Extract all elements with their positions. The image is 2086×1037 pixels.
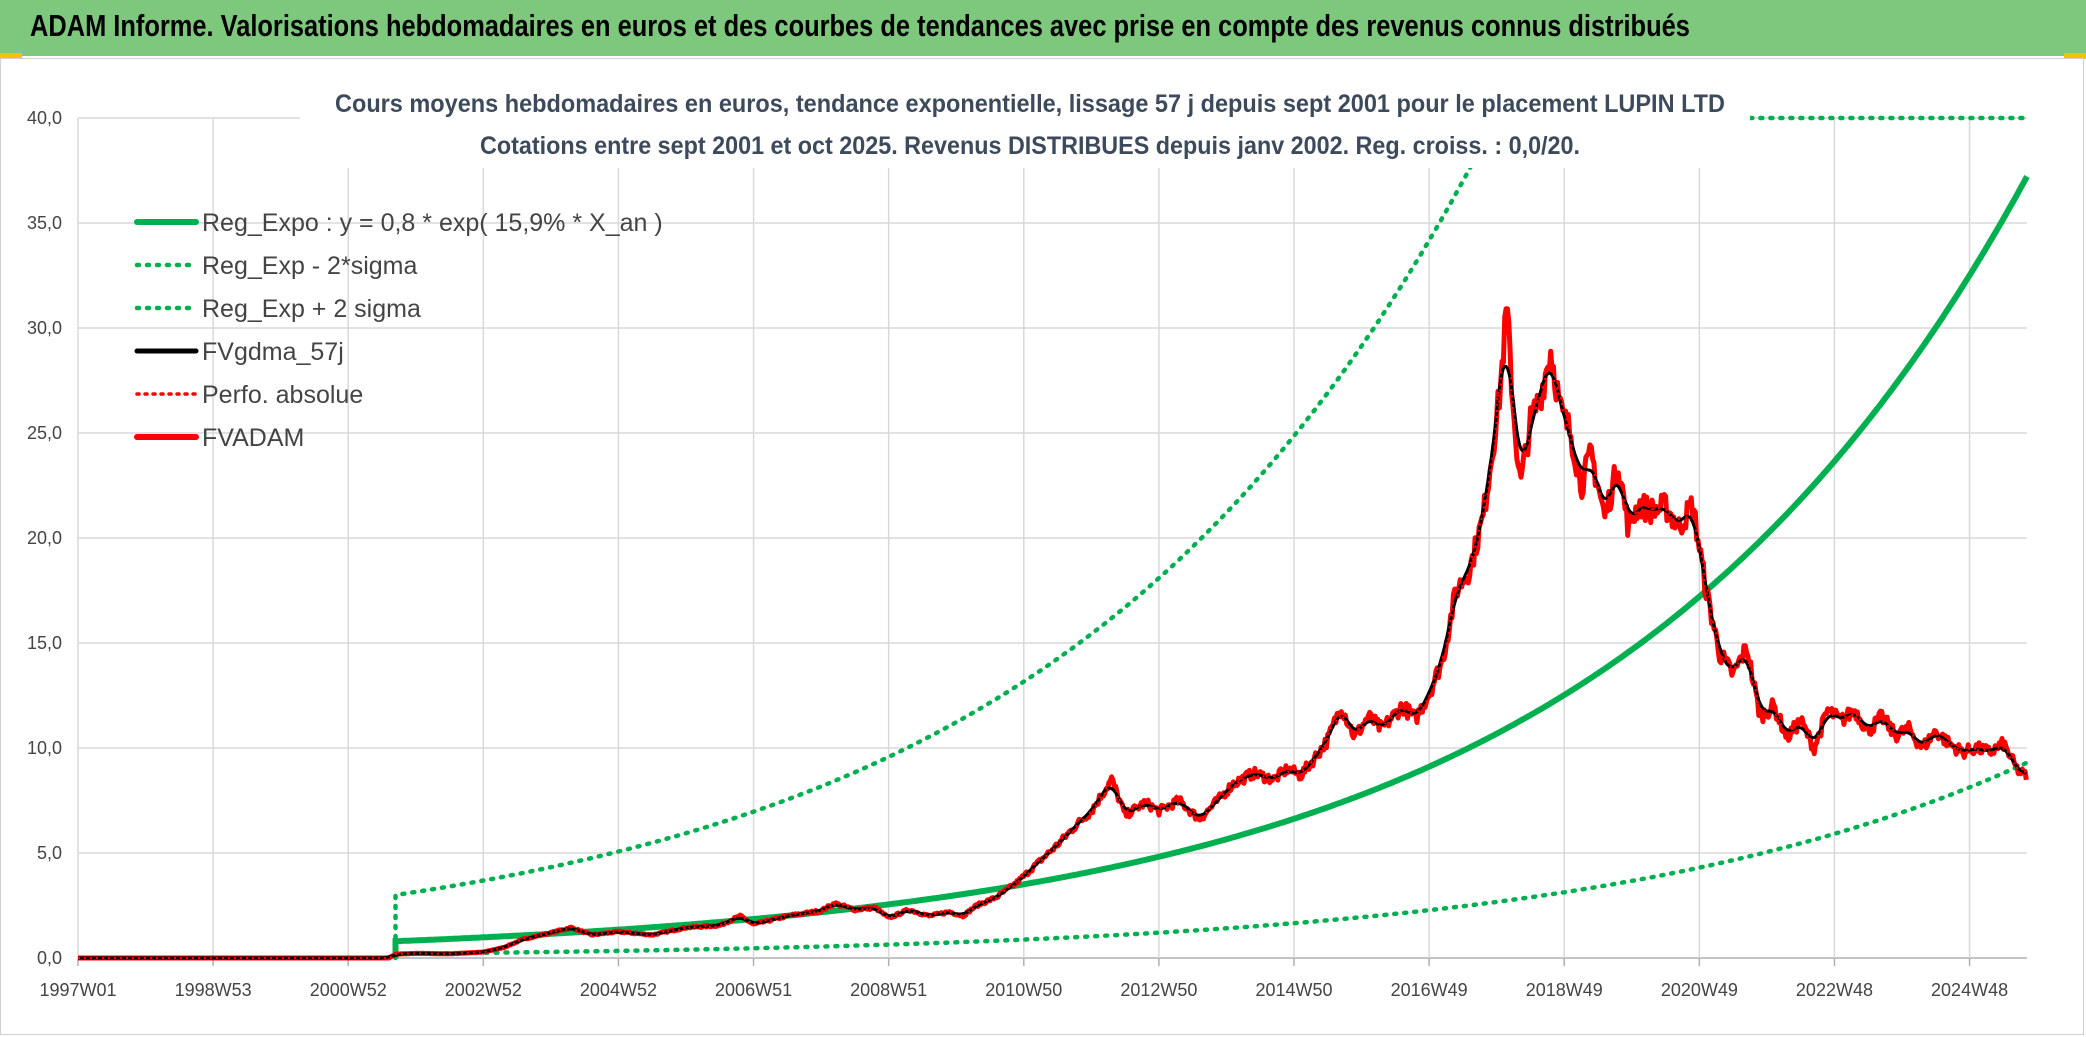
reg-expo-line [392,175,2030,958]
legend-label-fvadam: FVADAM [202,424,304,452]
perfo-absolue-line [78,307,2028,959]
axis-layer: 0,0 5,0 10,0 15,0 20,0 25,0 30,0 35,0 40,0 1997W0… [27,108,2008,1000]
header-banner: ADAM Informe. Valorisations hebdomadaire… [0,0,2086,56]
legend-label-reg_expo: Reg_Expo : y = 0,8 * exp( 15,9% * X_an ) [202,209,663,237]
x-tick-label: 2006W51 [715,980,792,1000]
legend: Reg_Expo : y = 0,8 * exp( 15,9% * X_an )… [134,209,663,452]
chart-title: Cours moyens hebdomadaires en euros, ten… [335,90,1725,118]
reg-minus-2sigma-line [393,760,2030,957]
plot-frame [0,58,2084,1035]
x-tick-label: 2018W49 [1526,980,1603,1000]
x-tick-label: 2020W49 [1661,980,1738,1000]
x-tick-label: 2000W52 [310,980,387,1000]
x-tick-label: 2014W50 [1255,980,1332,1000]
x-tick-label: 2024W48 [1931,980,2008,1000]
y-tick-label: 25,0 [27,423,62,443]
legend-label-reg_plus: Reg_Exp + 2 sigma [202,295,421,323]
x-tick-label: 2016W49 [1391,980,1468,1000]
fvgdma-57j-line [78,364,2027,960]
x-tick-label: 2012W50 [1120,980,1197,1000]
title-background [300,80,1750,168]
reg-plus-2sigma-line [393,115,2030,961]
y-tick-label: 20,0 [27,528,62,548]
x-tick-label: 2004W52 [580,980,657,1000]
x-tick-label: 2010W50 [985,980,1062,1000]
grid-layer [77,117,2027,959]
corner-marker-right [2064,53,2086,59]
x-tick-label: 2002W52 [445,980,522,1000]
y-tick-label: 40,0 [27,108,62,128]
banner-title: ADAM Informe. Valorisations hebdomadaire… [30,8,1690,43]
y-tick-label: 15,0 [27,633,62,653]
corner-marker-left [0,53,22,59]
y-tick-label: 35,0 [27,213,62,233]
series-layer [76,115,2030,961]
x-tick-label: 2008W51 [850,980,927,1000]
y-tick-label: 0,0 [37,948,62,968]
chart-subtitle: Cotations entre sept 2001 et oct 2025. R… [480,132,1580,160]
x-tick-label: 2022W48 [1796,980,1873,1000]
x-tick-label: 1998W53 [175,980,252,1000]
legend-label-fvgdma: FVgdma_57j [202,338,344,366]
y-tick-label: 10,0 [27,738,62,758]
y-tick-label: 5,0 [37,843,62,863]
x-tick-label: 1997W01 [39,980,116,1000]
y-tick-label: 30,0 [27,318,62,338]
legend-label-perfo: Perfo. absolue [202,381,363,409]
legend-label-reg_minus: Reg_Exp - 2*sigma [202,252,417,280]
